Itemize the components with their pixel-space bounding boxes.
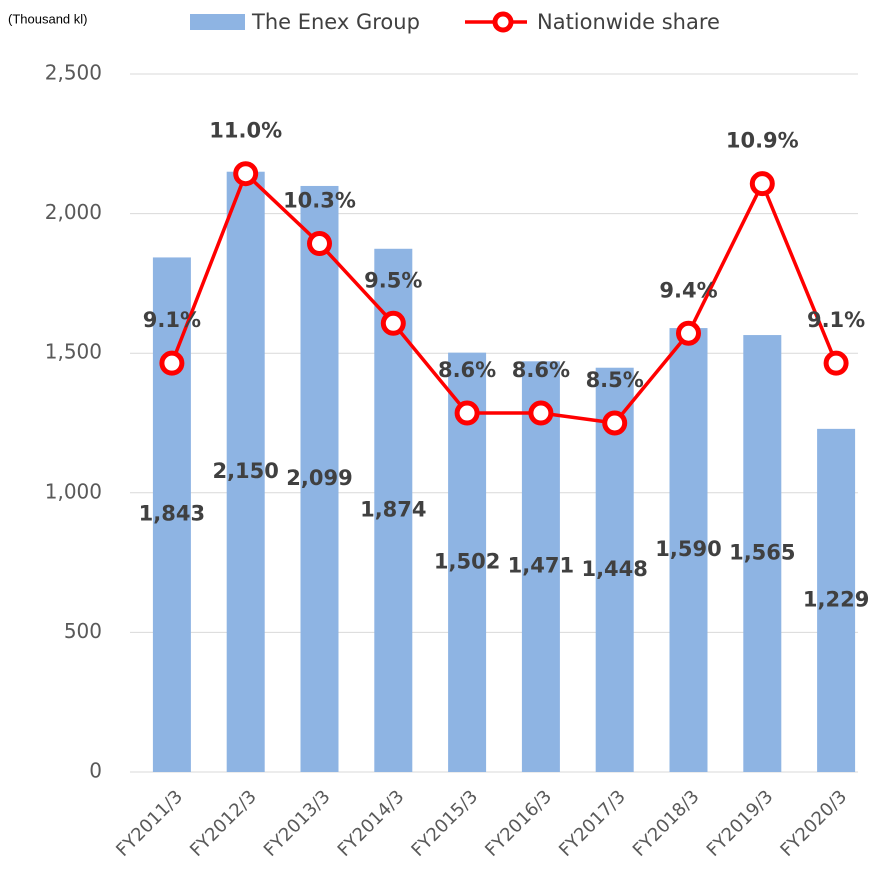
data-label: 9.4%: [659, 278, 717, 302]
bar: [152, 257, 191, 772]
x-tick-label: FY2014/3: [334, 786, 409, 861]
x-tick-label: FY2019/3: [703, 786, 778, 861]
data-label: 1,502: [434, 549, 500, 573]
y-tick-label: 1,000: [45, 479, 102, 503]
y-tick-label: 2,000: [45, 200, 102, 224]
data-label: 1,229: [803, 587, 869, 611]
share-marker: [823, 350, 849, 376]
bar: [300, 185, 339, 772]
bar: [743, 335, 782, 772]
bar: [521, 361, 560, 772]
share-marker: [528, 400, 554, 426]
data-label: 9.5%: [364, 268, 422, 292]
data-label: 8.6%: [512, 358, 570, 382]
data-label: 1,471: [508, 554, 574, 578]
share-marker: [454, 400, 480, 426]
share-marker: [749, 171, 775, 197]
x-tick-label: FY2018/3: [629, 786, 704, 861]
y-tick-label: 500: [64, 619, 102, 643]
data-label: 10.3%: [283, 189, 356, 213]
share-marker: [307, 231, 332, 257]
y-tick-label: 2,500: [45, 61, 102, 85]
y-tick-label: 0: [89, 759, 102, 783]
x-tick-label: FY2015/3: [407, 786, 482, 861]
x-tick-label: FY2017/3: [555, 786, 630, 861]
legend-label: The Enex Group: [251, 10, 420, 34]
share-marker: [676, 320, 701, 346]
data-label: 1,565: [729, 541, 795, 565]
share-marker: [602, 410, 628, 436]
data-label: 1,590: [655, 537, 721, 561]
share-line: [170, 170, 838, 425]
bar: [669, 328, 708, 772]
data-label: 1,843: [139, 502, 205, 526]
legend-swatch: [492, 11, 514, 33]
data-label: 8.6%: [438, 358, 496, 382]
data-label: 10.9%: [726, 129, 799, 153]
data-label: 1,874: [360, 497, 426, 521]
data-label: 2,099: [286, 466, 352, 490]
data-label: 9.1%: [143, 308, 201, 332]
data-label: 11.0%: [209, 119, 282, 143]
share-marker: [380, 310, 406, 336]
bar: [817, 428, 856, 772]
data-label: 1,448: [581, 557, 647, 581]
unit-label: (Thousand kl): [8, 11, 87, 26]
share-marker: [233, 161, 259, 187]
data-label: 8.5%: [586, 368, 644, 392]
y-tick-label: 1,500: [45, 340, 102, 364]
data-label: 9.1%: [807, 308, 865, 332]
x-tick-label: FY2020/3: [776, 786, 851, 861]
share-marker: [159, 350, 185, 376]
x-tick-label: FY2016/3: [481, 786, 556, 861]
bar: [226, 171, 265, 773]
x-tick-label: FY2011/3: [112, 786, 187, 861]
legend-label: Nationwide share: [537, 10, 720, 34]
x-tick-label: FY2012/3: [186, 786, 261, 861]
data-label: 2,150: [212, 459, 278, 483]
legend-swatch: [190, 14, 245, 30]
x-tick-label: FY2013/3: [260, 786, 335, 861]
